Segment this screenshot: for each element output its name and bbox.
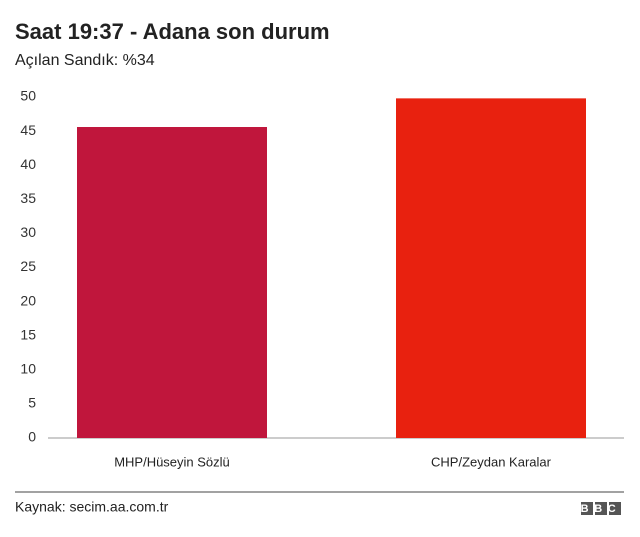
y-tick-label: 0 [28, 429, 36, 445]
x-tick-label: MHP/Hüseyin Sözlü [114, 454, 230, 469]
chart-title: Saat 19:37 - Adana son durum [15, 19, 330, 44]
source: Kaynak: secim.aa.com.tr [15, 499, 169, 515]
y-tick-label: 30 [20, 224, 36, 240]
y-tick-label: 5 [28, 395, 36, 411]
bar [77, 127, 267, 439]
y-tick-label: 40 [20, 156, 36, 172]
logo: BBC [581, 502, 622, 515]
x-tick-label: CHP/Zeydan Karalar [431, 454, 552, 469]
logo-box [595, 502, 607, 515]
y-tick-label: 35 [20, 190, 36, 206]
logo-box [581, 502, 593, 515]
y-tick-label: 10 [20, 361, 36, 377]
y-tick-label: 15 [20, 326, 36, 342]
y-tick-label: 25 [20, 258, 36, 274]
chart-subtitle: Açılan Sandık: %34 [15, 52, 155, 69]
y-tick-label: 45 [20, 122, 36, 138]
y-tick-label: 50 [20, 88, 36, 104]
y-tick-label: 20 [20, 292, 36, 308]
logo-box [609, 502, 621, 515]
bar [396, 98, 586, 438]
logo-text: BBC [581, 503, 622, 515]
